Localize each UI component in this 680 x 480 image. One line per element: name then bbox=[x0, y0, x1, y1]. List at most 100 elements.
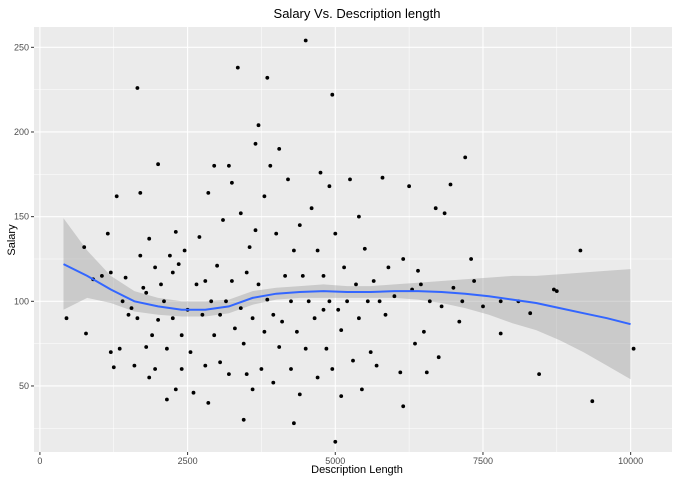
data-point bbox=[321, 307, 326, 312]
data-point bbox=[552, 287, 556, 292]
data-point bbox=[451, 285, 456, 290]
data-point bbox=[590, 399, 595, 404]
y-axis-title: Salary bbox=[6, 224, 18, 256]
data-point bbox=[182, 248, 187, 253]
chart-title: Salary Vs. Description length bbox=[274, 6, 441, 21]
data-point bbox=[153, 265, 158, 270]
y-axis: 50 100 150 200 250 bbox=[14, 42, 34, 391]
data-point bbox=[100, 274, 104, 278]
data-point bbox=[383, 312, 388, 317]
data-point bbox=[295, 329, 299, 334]
data-point bbox=[156, 162, 161, 167]
plot-panel bbox=[34, 27, 672, 452]
data-point bbox=[244, 270, 249, 275]
data-point bbox=[357, 316, 361, 321]
data-point bbox=[147, 375, 152, 380]
minor-gridlines bbox=[34, 27, 672, 452]
data-point bbox=[327, 299, 332, 304]
data-point bbox=[321, 274, 326, 278]
data-point bbox=[135, 316, 140, 321]
data-point bbox=[528, 311, 533, 316]
data-point bbox=[460, 299, 465, 304]
data-point bbox=[318, 170, 323, 175]
data-point bbox=[191, 390, 196, 395]
data-point bbox=[150, 333, 155, 338]
data-point bbox=[179, 333, 184, 338]
data-point bbox=[289, 299, 293, 304]
data-point bbox=[241, 417, 246, 422]
data-point bbox=[265, 75, 270, 80]
data-point bbox=[277, 345, 282, 349]
data-point bbox=[324, 346, 329, 351]
y-tick-label: 150 bbox=[14, 212, 29, 222]
data-point bbox=[277, 147, 282, 151]
data-point bbox=[262, 194, 267, 199]
data-point bbox=[286, 177, 290, 182]
data-point bbox=[247, 245, 252, 250]
x-tick-label: 7500 bbox=[473, 456, 493, 466]
data-point bbox=[289, 367, 293, 371]
data-point bbox=[303, 346, 308, 351]
data-point bbox=[448, 182, 453, 187]
data-point bbox=[439, 304, 444, 309]
data-point bbox=[170, 270, 175, 275]
data-point bbox=[407, 184, 411, 189]
data-point bbox=[253, 141, 258, 146]
data-point bbox=[342, 265, 346, 270]
data-point bbox=[64, 316, 69, 321]
smooth-line bbox=[63, 263, 631, 326]
data-point bbox=[631, 346, 636, 351]
x-axis-title: Description Length bbox=[311, 464, 403, 476]
data-point bbox=[209, 299, 214, 304]
data-point bbox=[457, 319, 462, 324]
data-point bbox=[144, 290, 149, 295]
data-point bbox=[398, 370, 403, 375]
data-point bbox=[271, 312, 276, 317]
data-point bbox=[442, 211, 447, 216]
data-point bbox=[368, 350, 373, 354]
data-point bbox=[235, 65, 240, 70]
data-point bbox=[138, 253, 143, 258]
data-point bbox=[227, 372, 231, 376]
data-points bbox=[64, 38, 636, 444]
data-point bbox=[339, 394, 344, 398]
data-point bbox=[105, 231, 110, 236]
data-point bbox=[309, 206, 314, 211]
data-point bbox=[144, 345, 149, 349]
data-point bbox=[126, 312, 131, 317]
data-point bbox=[463, 155, 468, 160]
data-point bbox=[427, 299, 432, 304]
data-point bbox=[82, 245, 87, 250]
data-point bbox=[386, 265, 391, 270]
data-point bbox=[357, 214, 361, 219]
data-point bbox=[212, 163, 217, 168]
data-point bbox=[259, 367, 264, 371]
major-gridlines bbox=[34, 27, 672, 452]
data-point bbox=[433, 206, 438, 211]
data-point bbox=[173, 230, 178, 234]
data-point bbox=[436, 355, 441, 360]
data-point bbox=[303, 38, 308, 43]
data-point bbox=[170, 316, 175, 321]
data-point bbox=[241, 341, 246, 346]
data-point bbox=[111, 365, 116, 370]
data-point bbox=[233, 326, 237, 331]
data-point bbox=[218, 360, 223, 365]
data-point bbox=[401, 257, 406, 261]
data-point bbox=[371, 279, 376, 283]
data-point bbox=[265, 297, 270, 302]
data-point bbox=[120, 299, 125, 304]
data-point bbox=[354, 282, 358, 287]
data-point bbox=[173, 387, 178, 392]
data-point bbox=[250, 387, 255, 392]
data-point bbox=[117, 346, 122, 351]
data-point bbox=[206, 191, 211, 195]
data-point bbox=[339, 328, 344, 332]
data-point bbox=[362, 246, 367, 251]
data-point bbox=[153, 367, 158, 371]
data-point bbox=[380, 175, 385, 180]
data-point bbox=[268, 163, 273, 168]
data-point bbox=[200, 312, 205, 317]
data-point bbox=[481, 304, 485, 309]
data-point bbox=[315, 248, 320, 253]
